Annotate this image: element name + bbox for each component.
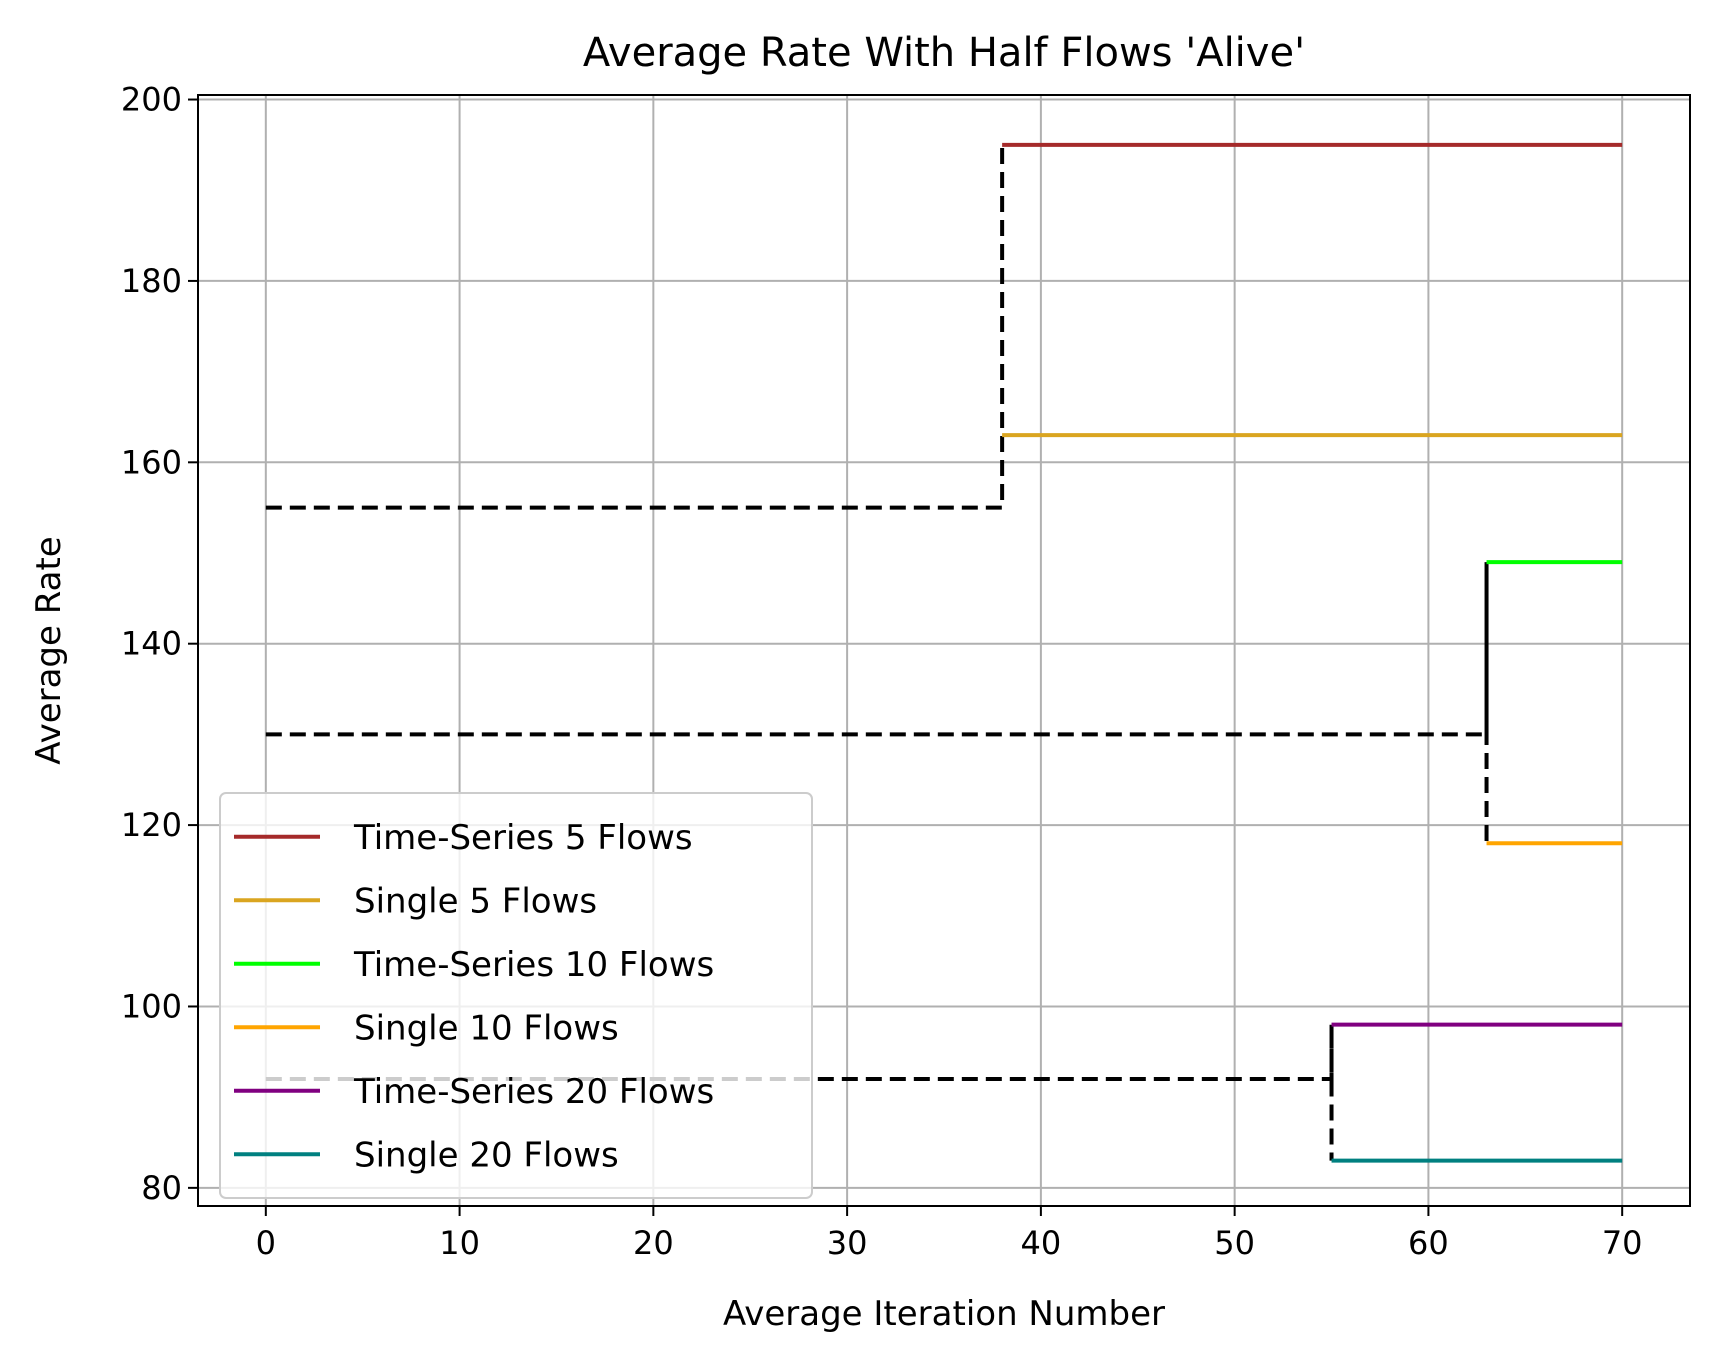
chart-title: Average Rate With Half Flows 'Alive' [583,30,1305,76]
x-tick-label: 60 [1408,1224,1449,1262]
x-axis-label: Average Iteration Number [723,1294,1165,1334]
series-lines [1002,142,1623,1163]
x-tick-label: 0 [256,1224,276,1262]
legend-label: Single 20 Flows [354,1135,619,1175]
y-tick-label: 100 [121,987,182,1025]
legend: Time-Series 5 Flows Single 5 Flows Time-Se… [219,792,813,1199]
y-tick-label: 120 [121,806,182,844]
y-axis-label: Average Rate [29,536,69,764]
legend-box [219,792,813,1199]
legend-label: Single 10 Flows [354,1008,619,1048]
x-tick-label: 70 [1602,1224,1643,1262]
y-tick-label: 80 [141,1169,182,1207]
dashed-reference-line [265,562,1489,844]
y-tick-label: 160 [121,443,182,481]
dashed-reference-line [265,144,1005,510]
x-tick-label: 20 [633,1224,674,1262]
legend-label: Time-Series 20 Flows [353,1072,714,1112]
legend-label: Time-Series 10 Flows [353,945,714,985]
y-tick-label: 140 [121,625,182,663]
plot-frame [197,94,1691,1207]
y-tick-label: 180 [121,262,182,300]
x-tick-label: 50 [1214,1224,1255,1262]
y-tick-label: 200 [121,81,182,119]
x-tick-label: 30 [827,1224,868,1262]
x-tick-label: 40 [1021,1224,1062,1262]
axis-ticks: 0 10 20 30 40 50 60 70 80 100 120 140 160 180 200 [121,81,1643,1262]
legend-label: Time-Series 5 Flows [353,818,693,858]
x-tick-label: 10 [439,1224,480,1262]
legend-label: Single 5 Flows [354,881,597,921]
